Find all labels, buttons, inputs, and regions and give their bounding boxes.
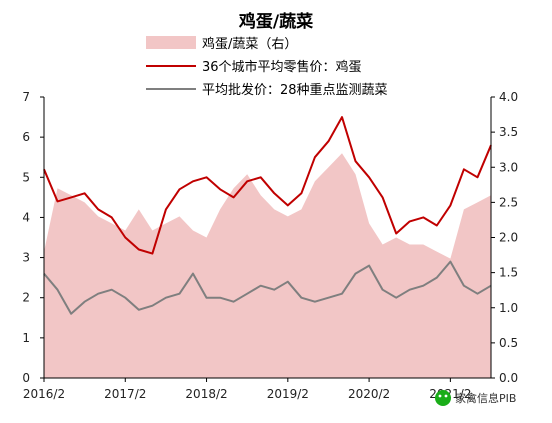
right-tick-label: 1.0 <box>499 301 518 315</box>
left-tick-label: 7 <box>22 90 30 104</box>
wechat-icon-eye-right <box>444 394 448 398</box>
right-tick-label: 3.5 <box>499 125 518 139</box>
series-line-egg-retail-price <box>43 116 492 255</box>
x-tick-label: 2018/2 <box>185 387 227 401</box>
x-tick-label: 2017/2 <box>104 387 146 401</box>
right-tick-label: 4.0 <box>499 90 518 104</box>
right-tick-label: 2.5 <box>499 195 518 209</box>
wechat-icon-eye-left <box>438 394 442 398</box>
right-tick-label: 0.5 <box>499 336 518 350</box>
right-tick-label: 1.5 <box>499 266 518 280</box>
x-tick-label: 2019/2 <box>267 387 309 401</box>
watermark: 家禽信息PIB <box>435 390 516 406</box>
axes: 0 1 2 3 4 5 6 7 0.0 0.5 1.0 1.5 2.0 2.5 3.0 3.5 4.0 2016/… <box>22 90 518 401</box>
plot-area <box>43 116 492 378</box>
left-tick-label: 1 <box>22 331 30 345</box>
legend-label: 鸡蛋/蔬菜（右） <box>202 36 297 52</box>
series-line-vegetable-wholesale-price <box>43 260 492 315</box>
left-tick-label: 4 <box>22 210 30 224</box>
left-tick-label: 3 <box>22 251 30 265</box>
left-tick-label: 2 <box>22 291 30 305</box>
legend-label: 平均批发价：28种重点监测蔬菜 <box>202 82 388 98</box>
left-tick-label: 5 <box>22 170 30 184</box>
wechat-icon <box>435 390 451 406</box>
left-tick-label: 6 <box>22 130 30 144</box>
x-tick-label: 2016/2 <box>23 387 65 401</box>
right-tick-label: 0.0 <box>499 371 518 385</box>
watermark-label: 家禽信息PIB <box>455 391 516 405</box>
legend-label: 36个城市平均零售价：鸡蛋 <box>202 59 362 75</box>
legend-swatch-area <box>146 36 196 49</box>
right-tick-label: 3.0 <box>499 160 518 174</box>
left-tick-label: 0 <box>22 371 30 385</box>
chart-title: 鸡蛋/蔬菜 <box>238 11 314 32</box>
x-tick-label: 2020/2 <box>348 387 390 401</box>
series-area-egg-vegetable-ratio <box>44 153 491 378</box>
right-tick-label: 2.0 <box>499 231 518 245</box>
